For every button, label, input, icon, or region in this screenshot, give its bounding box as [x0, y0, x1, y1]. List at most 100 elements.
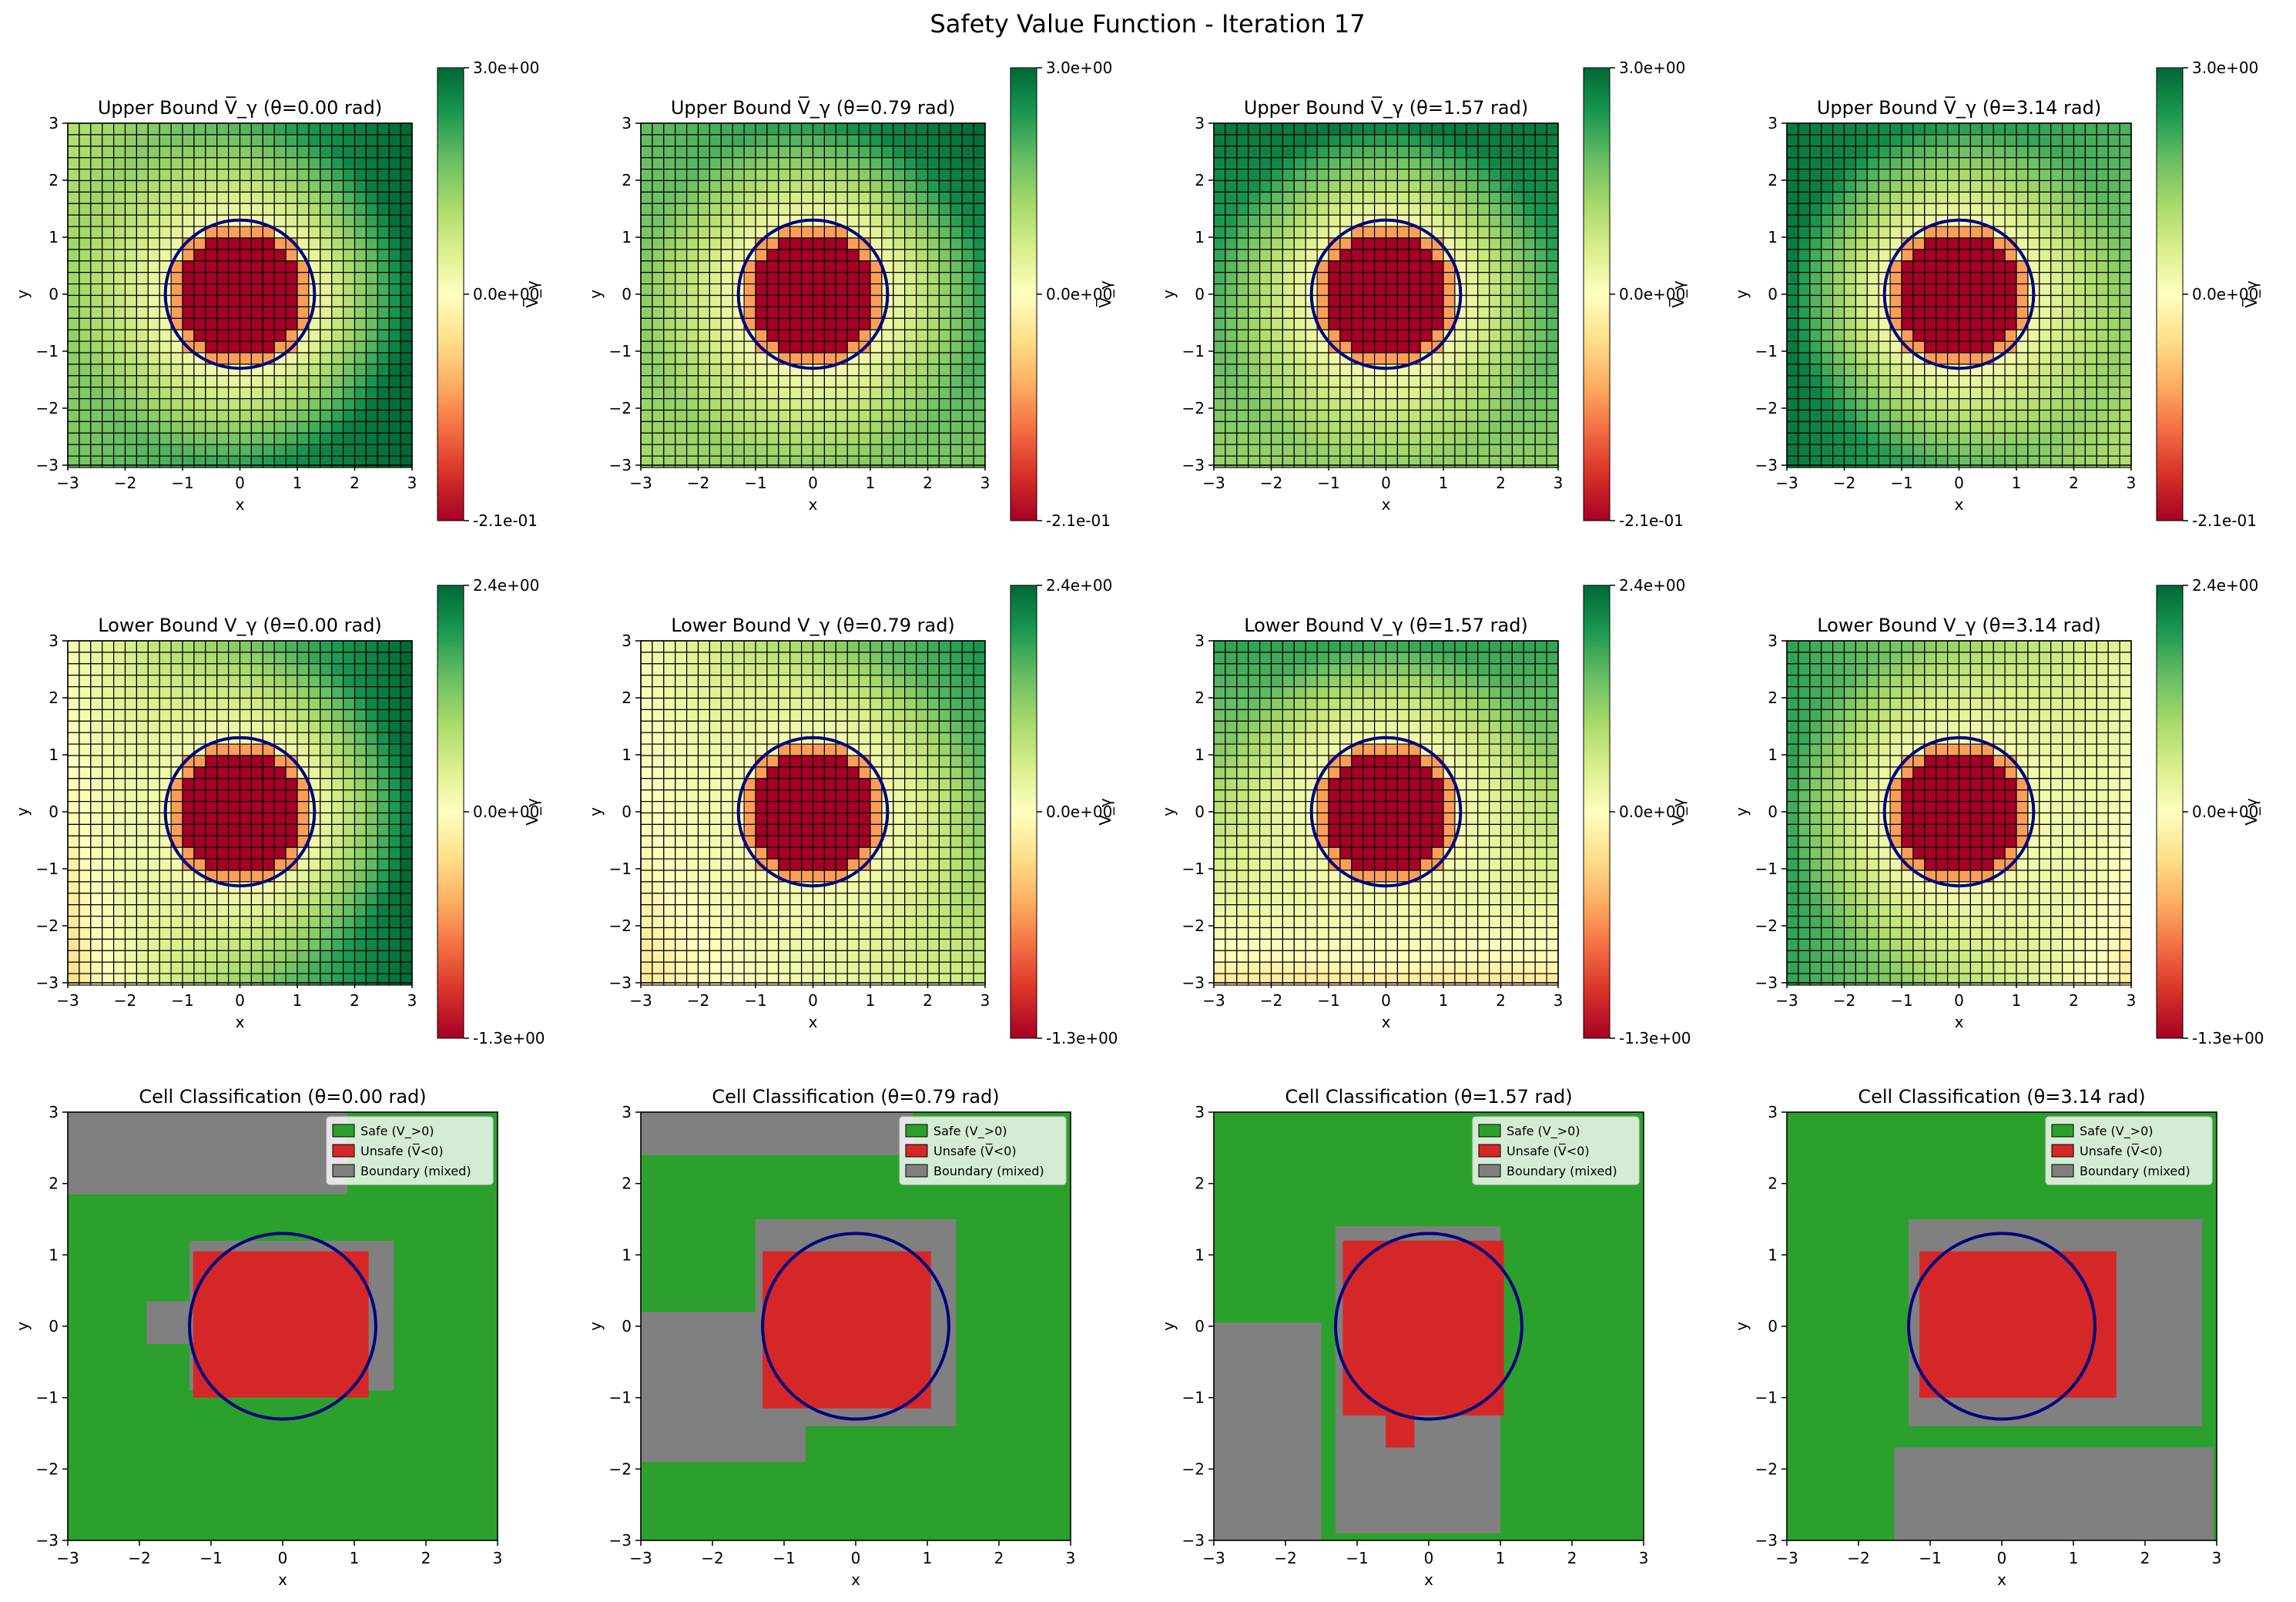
heatmap-cell [320, 904, 333, 917]
heatmap-cell [331, 915, 344, 929]
heatmap-cell [1866, 317, 1879, 330]
heatmap-cell [1878, 146, 1891, 159]
heatmap-cell [365, 329, 378, 342]
heatmap-cell [800, 387, 814, 400]
heatmap-cell [1396, 352, 1409, 365]
heatmap-cell [1821, 249, 1834, 262]
heatmap-cell [136, 961, 149, 974]
heatmap-cell [778, 283, 791, 297]
heatmap-cell [663, 260, 676, 273]
heatmap-cell [1832, 364, 1845, 377]
heatmap-cell [2107, 226, 2120, 239]
heatmap-cell [170, 179, 183, 193]
heatmap-cell [1316, 226, 1329, 239]
heatmap-cell [640, 778, 653, 791]
heatmap-cell [1270, 226, 1283, 239]
heatmap-cell [1351, 375, 1364, 388]
heatmap-cell [79, 387, 92, 400]
colorbar-tick-label: 0.0e+00 [2192, 285, 2258, 303]
heatmap-cell [1832, 432, 1845, 445]
heatmap-cell [182, 846, 195, 860]
heatmap-cell [1969, 329, 1983, 342]
heatmap-cell [663, 640, 676, 653]
heatmap-cell [1889, 191, 1902, 204]
heatmap-cell [262, 789, 275, 803]
heatmap-cell [927, 409, 940, 422]
heatmap-cell [1901, 179, 1914, 193]
heatmap-cell [113, 663, 126, 676]
heatmap-cell [1912, 203, 1926, 216]
y-axis-label: y [13, 290, 32, 299]
heatmap-cell [1924, 444, 1937, 457]
heatmap-cell [743, 179, 756, 193]
heatmap-cell [1889, 179, 1902, 193]
heatmap-cell [2096, 249, 2109, 262]
heatmap-cell [1843, 191, 1856, 204]
heatmap-cell [709, 179, 722, 193]
heatmap-cell [1443, 444, 1456, 457]
heatmap-cell [365, 444, 378, 457]
heatmap-cell [1821, 397, 1834, 411]
heatmap-cell [720, 755, 733, 768]
heatmap-cell [1477, 306, 1490, 319]
heatmap-cell [652, 179, 665, 193]
heatmap-cell [915, 294, 929, 307]
heatmap-cell [388, 432, 401, 445]
heatmap-cell [800, 283, 814, 297]
heatmap-cell [136, 881, 149, 894]
heatmap-cell [262, 294, 275, 307]
heatmap-cell [1351, 306, 1364, 319]
heatmap-cell [1270, 237, 1283, 250]
heatmap-cell [1798, 444, 1811, 457]
heatmap-cell [1270, 179, 1283, 193]
heatmap-cell [893, 421, 906, 434]
heatmap-cell [343, 766, 356, 779]
heatmap-cell [1958, 409, 1971, 422]
heatmap-cell [1339, 397, 1352, 411]
heatmap-cell [343, 203, 356, 216]
heatmap-cell [766, 179, 779, 193]
heatmap-cell [1328, 352, 1341, 365]
heatmap-cell [308, 766, 321, 779]
heatmap-cell [250, 709, 263, 722]
subplot-title: Upper Bound V̅_γ (θ=3.14 rad) [1817, 96, 2101, 119]
heatmap-cell [1408, 179, 1421, 193]
heatmap-cell [102, 652, 115, 665]
heatmap-cell [159, 938, 172, 951]
heatmap-cell [2107, 122, 2120, 136]
heatmap-cell [778, 317, 791, 330]
heatmap-cell [789, 169, 803, 182]
heatmap-cell [90, 652, 103, 665]
y-tick-label: 3 [622, 114, 632, 132]
heatmap-cell [1843, 237, 1856, 250]
heatmap-cell [709, 927, 722, 940]
heatmap-cell [67, 652, 80, 665]
heatmap-cell [685, 812, 699, 825]
heatmap-cell [343, 340, 356, 354]
heatmap-cell [823, 421, 836, 434]
heatmap-cell [915, 352, 929, 365]
heatmap-cell [881, 421, 894, 434]
heatmap-cell [285, 938, 298, 951]
heatmap-cell [1328, 306, 1341, 319]
heatmap-cell [1546, 169, 1559, 182]
heatmap-cell [652, 409, 665, 422]
heatmap-cell [1248, 203, 1261, 216]
heatmap-cell [1878, 179, 1891, 193]
heatmap-cell [870, 409, 883, 422]
heatmap-cell [1901, 214, 1914, 227]
heatmap-cell [90, 432, 103, 445]
heatmap-cell [1282, 169, 1295, 182]
heatmap-cell [938, 169, 951, 182]
heatmap-cell [663, 778, 676, 791]
heatmap-cell [1855, 375, 1868, 388]
heatmap-cell [250, 306, 263, 319]
heatmap-cell [1936, 340, 1949, 354]
heatmap-cell [1924, 169, 1937, 182]
heatmap-cell [273, 214, 287, 227]
heatmap-cell [778, 122, 791, 136]
heatmap-cell [915, 329, 929, 342]
heatmap-cell [675, 881, 688, 894]
heatmap-cell [652, 283, 665, 297]
heatmap-cell [124, 870, 137, 883]
